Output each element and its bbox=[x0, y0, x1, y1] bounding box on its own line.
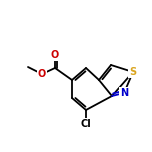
Text: O: O bbox=[51, 50, 59, 60]
Text: N: N bbox=[120, 88, 128, 98]
Text: O: O bbox=[38, 69, 46, 79]
Text: Cl: Cl bbox=[81, 119, 91, 129]
Text: S: S bbox=[130, 67, 136, 77]
